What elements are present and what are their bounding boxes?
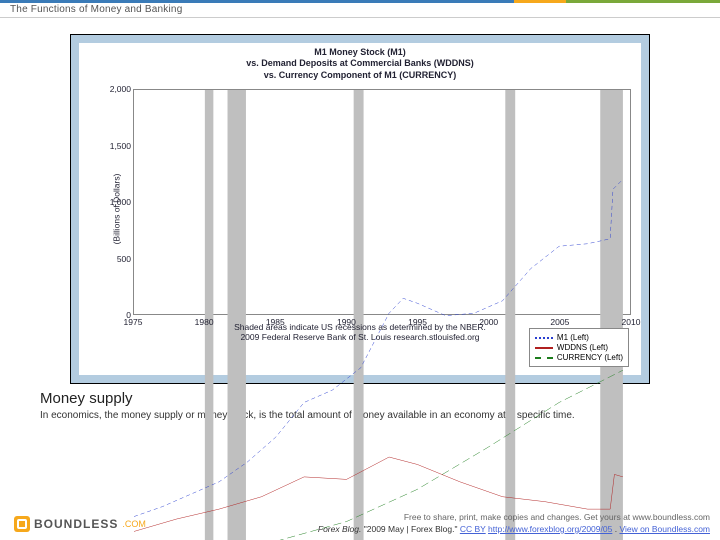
legend-label: WDDNS (Left) — [557, 343, 608, 352]
source-url-link[interactable]: http://www.forexblog.org/2009/05 — [488, 524, 612, 534]
footer-line-1: Free to share, print, make copies and ch… — [10, 512, 710, 522]
legend-swatch — [535, 347, 553, 349]
x-tick: 1980 — [195, 317, 214, 327]
legend-swatch — [535, 337, 553, 339]
legend-row: M1 (Left) — [535, 333, 623, 342]
footer-source-italic: Forex Blog. — [318, 524, 361, 534]
x-tick: 1995 — [408, 317, 427, 327]
y-tick: 500 — [91, 254, 131, 264]
footer-source-rest: "2009 May | Forex Blog." — [364, 524, 460, 534]
y-tick: 1,000 — [91, 197, 131, 207]
x-tick: 1975 — [124, 317, 143, 327]
view-link[interactable]: View on Boundless.com — [619, 524, 710, 534]
x-tick: 2005 — [550, 317, 569, 327]
chart-panel: M1 Money Stock (M1)vs. Demand Deposits a… — [79, 43, 641, 375]
y-axis-label: (Billions of Dollars) — [111, 174, 121, 245]
y-tick: 2,000 — [91, 84, 131, 94]
legend-label: M1 (Left) — [557, 333, 589, 342]
y-tick: 1,500 — [91, 141, 131, 151]
header-bar: The Functions of Money and Banking — [0, 0, 720, 18]
legend-row: WDDNS (Left) — [535, 343, 623, 352]
chart-title: M1 Money Stock (M1)vs. Demand Deposits a… — [79, 43, 641, 83]
footer: Free to share, print, make copies and ch… — [10, 512, 710, 534]
x-tick: 2010 — [622, 317, 641, 327]
x-tick: 2000 — [479, 317, 498, 327]
legend-row: CURRENCY (Left) — [535, 353, 623, 362]
x-tick: 1990 — [337, 317, 356, 327]
license-link[interactable]: CC BY — [460, 524, 486, 534]
footer-line-2: Forex Blog. "2009 May | Forex Blog." CC … — [10, 524, 710, 534]
plot-area — [133, 89, 631, 315]
chart-frame: M1 Money Stock (M1)vs. Demand Deposits a… — [70, 34, 650, 384]
x-tick: 1985 — [266, 317, 285, 327]
legend-swatch — [535, 357, 553, 359]
legend-label: CURRENCY (Left) — [557, 353, 623, 362]
brand-stripe — [0, 0, 720, 3]
legend: M1 (Left) WDDNS (Left) CURRENCY (Left) — [529, 328, 629, 367]
